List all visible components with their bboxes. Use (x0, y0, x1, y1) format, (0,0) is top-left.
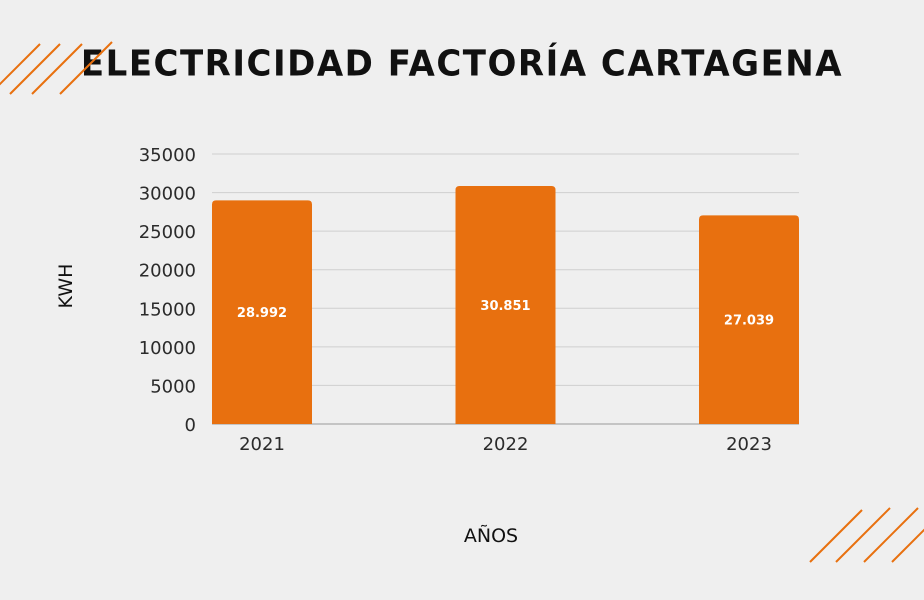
x-axis-ticks: 2021 2022 2023 (239, 434, 772, 455)
decorative-stripes-top-left (0, 41, 113, 95)
y-tick-label: 0 (185, 415, 196, 436)
bar-2022 (455, 186, 556, 424)
y-tick-label: 25000 (139, 222, 196, 243)
x-axis-title: AÑOS (464, 524, 518, 547)
y-tick-label: 35000 (139, 145, 196, 166)
y-tick-label: 30000 (139, 184, 196, 205)
data-label-2021: 28.992 (237, 306, 287, 321)
x-tick-label-2021: 2021 (239, 434, 285, 455)
x-tick-label-2022: 2022 (483, 434, 529, 455)
data-label-2022: 30.851 (480, 299, 530, 314)
bar-2023 (699, 215, 799, 424)
y-tick-label: 10000 (139, 338, 196, 359)
bar-2021 (212, 200, 312, 424)
decorative-stripes-bottom-right (809, 507, 924, 563)
y-tick-label: 5000 (150, 376, 196, 397)
bars: 28.992 30.851 27.039 (212, 186, 799, 424)
y-axis-title: KWH (55, 264, 77, 309)
y-tick-label: 20000 (139, 261, 196, 282)
y-tick-label: 15000 (139, 299, 196, 320)
y-axis-ticks: 0 5000 10000 15000 20000 25000 30000 35000 (139, 145, 196, 436)
data-label-2023: 27.039 (724, 314, 774, 329)
x-tick-label-2023: 2023 (726, 434, 772, 455)
chart-title: ELECTRICIDAD FACTORÍA CARTAGENA (80, 43, 844, 85)
